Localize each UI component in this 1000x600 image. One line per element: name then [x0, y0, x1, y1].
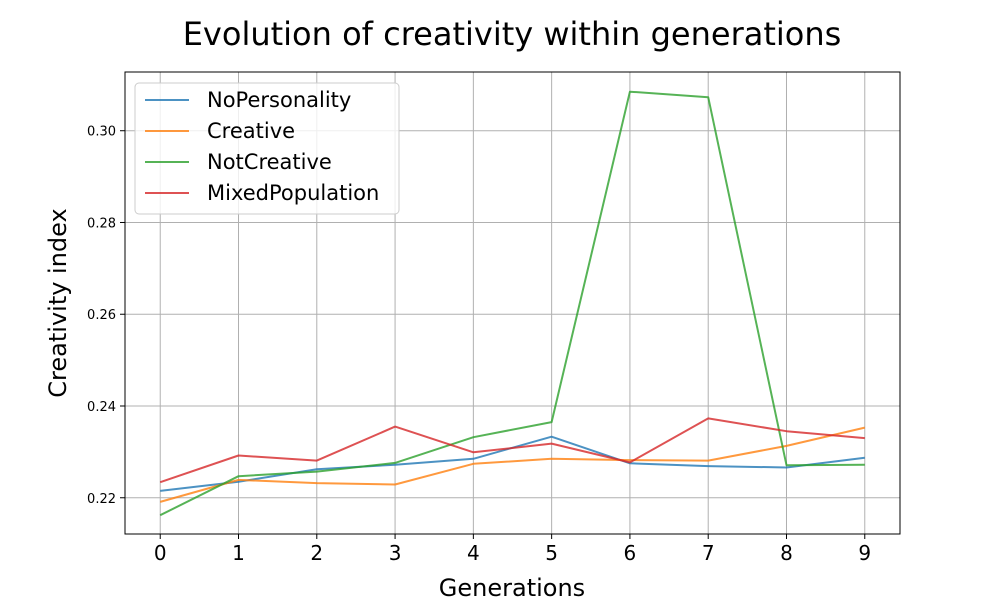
y-tick-label: 0.28: [87, 216, 116, 231]
series-line-creative: [159, 426, 866, 503]
legend-label-creative: Creative: [207, 119, 295, 143]
series-line-notcreative: [159, 90, 865, 517]
y-tick-label: 0.30: [87, 125, 116, 140]
y-axis-label: Creativity index: [44, 208, 72, 397]
y-tick-label: 0.22: [87, 492, 116, 507]
chart-title: Evolution of creativity within generatio…: [183, 15, 842, 53]
series-line-mixedpopulation: [159, 417, 865, 484]
y-tick-label: 0.26: [87, 308, 116, 323]
legend: NoPersonality Creative NotCreative MixedPop…: [134, 82, 400, 215]
x-tick-label: 8: [780, 541, 793, 565]
y-axis: 0.22 0.24 0.26 0.28 0.30: [87, 125, 125, 507]
x-tick-label: 1: [232, 541, 245, 565]
x-tick-label: 6: [624, 541, 637, 565]
legend-label-notcreative: NotCreative: [207, 150, 332, 174]
x-tick-label: 7: [702, 541, 715, 565]
x-tick-label: 4: [467, 541, 480, 565]
x-tick-label: 5: [545, 541, 558, 565]
x-axis-label: Generations: [439, 574, 585, 600]
y-tick-label: 0.24: [87, 400, 116, 415]
series-group: [159, 90, 866, 517]
x-axis: 0 1 2 3 4 5 6 7 8 9: [154, 534, 871, 565]
legend-box: [134, 82, 400, 215]
x-tick-label: 0: [154, 541, 167, 565]
legend-label-nopersonality: NoPersonality: [207, 88, 351, 112]
legend-label-mixedpopulation: MixedPopulation: [207, 181, 379, 205]
x-tick-label: 9: [858, 541, 871, 565]
x-tick-label: 3: [389, 541, 402, 565]
x-tick-label: 2: [310, 541, 323, 565]
plot-frame: [124, 71, 901, 535]
